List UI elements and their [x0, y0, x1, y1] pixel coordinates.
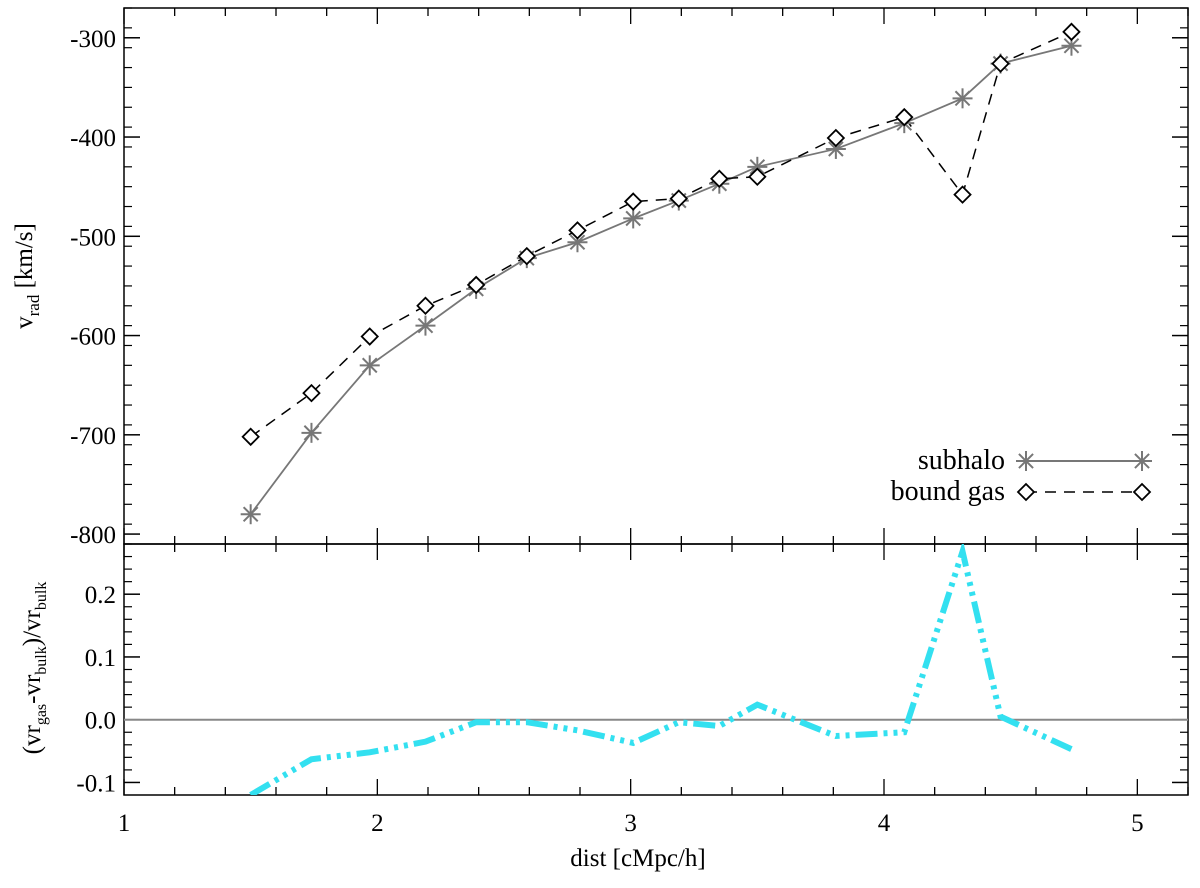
legend: subhalo bound gas: [891, 445, 1152, 507]
subhalo-point: [415, 315, 436, 336]
subhalo-point: [240, 504, 261, 525]
x-tick-label: 1: [118, 810, 131, 837]
legend-asterisk: [1132, 451, 1152, 471]
x-tick-label: 2: [371, 810, 384, 837]
bottom-y-tick-label: 0.2: [85, 582, 116, 609]
top-y-tick-label: -600: [70, 324, 116, 351]
legend-diamond: [1132, 482, 1152, 502]
subhalo-point: [952, 88, 973, 109]
bound-gas-point: [466, 275, 486, 295]
bound-gas-point: [416, 296, 435, 316]
bottom-y-axis-label: (vrgas-vrbulk)/vrbulk: [19, 582, 50, 755]
bottom-y-ticks: -0.1 0.0 0.1 0.2: [76, 555, 1188, 797]
subhalo-point: [301, 422, 322, 443]
bottom-y-tick-label: -0.1: [76, 770, 116, 797]
bound-gas-point: [241, 427, 260, 447]
bound-gas-point: [894, 107, 914, 127]
subhalo-point: [825, 138, 846, 159]
top-x-ticks: [123, 8, 1189, 544]
bottom-plot-frame: [123, 543, 1189, 796]
legend-marker-bound-gas-right: [1132, 482, 1152, 502]
subhalo-point: [359, 355, 380, 376]
bound-gas-point: [991, 54, 1010, 73]
legend-diamond: [1016, 482, 1036, 502]
top-series-group: [240, 22, 1082, 525]
ylabel-v: v: [11, 316, 38, 329]
legend-marker-subhalo-right: [1132, 451, 1152, 471]
subhalo-point: [567, 232, 588, 253]
bound-gas-point: [826, 128, 846, 148]
subhalo-point: [747, 156, 768, 177]
legend-marker-bound-gas-left: [1016, 482, 1036, 502]
ylabel-unit: [km/s]: [11, 223, 38, 295]
top-y-tick-label: -800: [70, 522, 116, 549]
x-axis-label: dist [cMpc/h]: [570, 845, 705, 872]
bound-gas-point: [517, 246, 537, 266]
legend-marker-subhalo-left: [1016, 451, 1036, 471]
bottom-x-ticks: 1 2 3 4 5: [118, 544, 1189, 837]
top-y-ticks: -800 -700 -600 -500 -400 -300: [70, 7, 1188, 549]
bound-gas-point: [1062, 22, 1081, 42]
bound-gas-point: [623, 192, 643, 211]
bottom-series-group: [124, 544, 1188, 795]
bound-gas-point: [953, 185, 972, 204]
subhalo-point: [623, 208, 644, 229]
ratio-series-line: [249, 544, 1073, 795]
x-tick-label: 4: [878, 810, 891, 837]
bound-gas-point: [710, 169, 729, 188]
x-tick-label: 5: [1131, 810, 1144, 837]
ylabel-rad-subscript: rad: [24, 294, 43, 316]
series-line-bound-gas: [250, 31, 1072, 438]
top-y-tick-label: -300: [70, 26, 116, 53]
series-line-subhalo: [249, 44, 1072, 515]
legend-asterisk: [1016, 451, 1036, 471]
bound-gas-point: [669, 189, 689, 208]
bound-gas-point: [748, 167, 767, 187]
bound-gas-point: [360, 327, 380, 346]
top-panel: -800 -700 -600 -500 -400 -300 vrad [km/s] sub…: [11, 7, 1189, 549]
bottom-panel: -0.1 0.0 0.1 0.2 1 2 3 4 5 (vrgas-vrbulk)/vrbul…: [19, 543, 1189, 872]
top-y-axis-label: vrad [km/s]: [11, 223, 43, 329]
top-y-tick-label: -700: [70, 423, 116, 450]
x-tick-label: 3: [624, 810, 637, 837]
legend-label-subhalo: subhalo: [918, 445, 1005, 476]
top-y-tick-label: -500: [70, 224, 116, 251]
bottom-y-tick-label: 0.0: [85, 708, 116, 735]
top-y-tick-label: -400: [70, 125, 116, 152]
bound-gas-point: [568, 221, 587, 240]
legend-label-bound-gas: bound gas: [891, 476, 1005, 507]
bottom-y-tick-label: 0.1: [85, 645, 116, 672]
bound-gas-point: [302, 383, 321, 403]
